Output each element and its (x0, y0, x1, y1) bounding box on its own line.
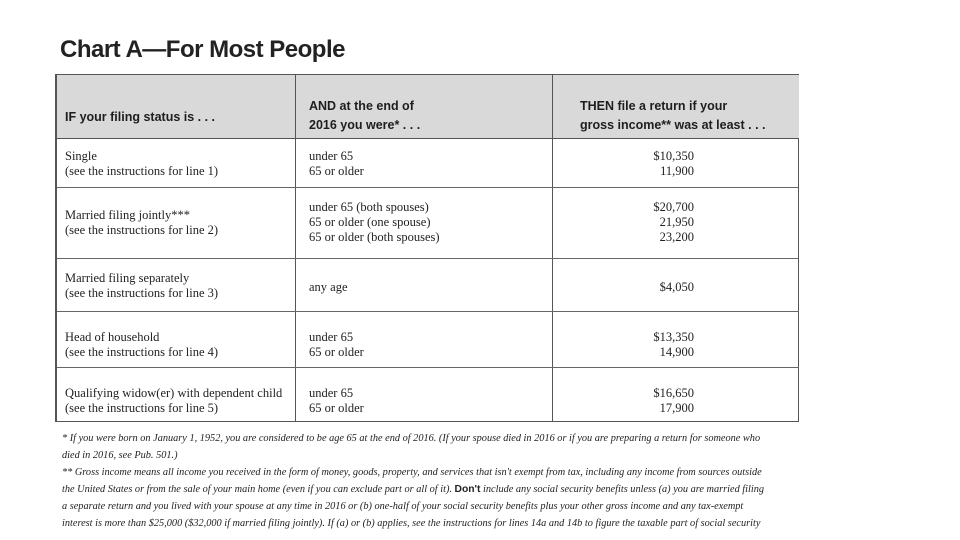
table-row: Single (see the instructions for line 1)… (57, 138, 799, 188)
header-line: THEN file a return if your (580, 99, 728, 113)
income-value: $10,350 (653, 149, 694, 163)
status-label: Qualifying widow(er) with dependent chil… (65, 386, 283, 400)
age-cell: under 65 65 or older (309, 149, 364, 179)
footnote-text: include any social security benefits unl… (480, 484, 765, 495)
age-value: 65 or older (309, 164, 364, 178)
filing-requirements-table: IF your filing status is . . . AND at th… (55, 74, 799, 422)
column-divider (552, 75, 553, 421)
status-label: Single (65, 149, 97, 163)
income-value: $13,350 (653, 330, 694, 344)
table-header-row: IF your filing status is . . . AND at th… (57, 75, 799, 139)
age-value: 65 or older (both spouses) (309, 230, 440, 244)
table-row: Married filing separately (see the instr… (57, 259, 799, 312)
footnote-age-line: * If you were born on January 1, 1952, y… (62, 433, 761, 444)
age-cell: any age (309, 280, 348, 295)
age-value: under 65 (309, 149, 354, 163)
footnotes: * If you were born on January 1, 1952, y… (62, 430, 765, 532)
status-note: (see the instructions for line 5) (65, 401, 219, 415)
table-row: Qualifying widow(er) with dependent chil… (57, 368, 799, 421)
status-label: Head of household (65, 330, 160, 344)
column-divider (295, 75, 296, 421)
table-row: Head of household (see the instructions … (57, 312, 799, 368)
header-line: AND at the end of (309, 99, 414, 113)
age-cell: under 65 65 or older (309, 386, 364, 416)
status-note: (see the instructions for line 4) (65, 345, 219, 359)
status-note: (see the instructions for line 1) (65, 164, 219, 178)
header-age: AND at the end of 2016 you were* . . . (309, 97, 420, 135)
filing-status-cell: Married filing jointly*** (see the instr… (65, 208, 218, 238)
footnote-age-line: died in 2016, see Pub. 501.) (62, 450, 178, 461)
filing-status-cell: Qualifying widow(er) with dependent chil… (65, 386, 282, 416)
status-note: (see the instructions for line 2) (65, 223, 219, 237)
income-value: 11,900 (660, 164, 694, 178)
age-value: 65 or older (309, 345, 364, 359)
footnote-gross-income-line: interest is more than $25,000 ($32,000 i… (62, 518, 761, 529)
header-line: IF your filing status is . . . (65, 110, 216, 124)
age-value: under 65 (both spouses) (309, 200, 429, 214)
income-cell: $10,350 11,900 (653, 149, 694, 179)
age-value: 65 or older (one spouse) (309, 215, 431, 229)
age-value: 65 or older (309, 401, 364, 415)
income-value: 23,200 (659, 230, 694, 244)
income-cell: $13,350 14,900 (653, 330, 694, 360)
income-value: 14,900 (659, 345, 694, 359)
income-value: 21,950 (659, 215, 694, 229)
page-title: Chart A—For Most People (60, 36, 345, 63)
header-gross-income: THEN file a return if your gross income*… (580, 97, 766, 135)
footnote-gross-income-line: the United States or from the sale of yo… (62, 481, 765, 498)
header-line: gross income** was at least . . . (580, 118, 766, 132)
header-filing-status: IF your filing status is . . . (65, 108, 215, 127)
income-value: $4,050 (659, 280, 694, 294)
age-value: under 65 (309, 386, 354, 400)
footnote-gross-income-line: ** Gross income means all income you rec… (62, 467, 762, 478)
table-row: Married filing jointly*** (see the instr… (57, 188, 799, 259)
footnote-text: the United States or from the sale of yo… (62, 484, 455, 495)
age-value: under 65 (309, 330, 354, 344)
footnote-gross-income-line: a separate return and you lived with you… (62, 501, 744, 512)
filing-status-cell: Single (see the instructions for line 1) (65, 149, 218, 179)
age-value: any age (309, 280, 348, 294)
age-cell: under 65 (both spouses) 65 or older (one… (309, 200, 440, 245)
income-value: $16,650 (653, 386, 694, 400)
footnote-emphasis: Don't (454, 484, 481, 495)
age-cell: under 65 65 or older (309, 330, 364, 360)
header-line: 2016 you were* . . . (309, 118, 421, 132)
filing-status-cell: Married filing separately (see the instr… (65, 271, 218, 301)
status-label: Married filing separately (65, 271, 190, 285)
status-note: (see the instructions for line 3) (65, 286, 219, 300)
income-value: $20,700 (653, 200, 694, 214)
income-cell: $4,050 (660, 280, 694, 295)
income-cell: $20,700 21,950 23,200 (653, 200, 694, 245)
status-label: Married filing jointly*** (65, 208, 190, 222)
income-value: 17,900 (659, 401, 694, 415)
filing-status-cell: Head of household (see the instructions … (65, 330, 218, 360)
income-cell: $16,650 17,900 (653, 386, 694, 416)
